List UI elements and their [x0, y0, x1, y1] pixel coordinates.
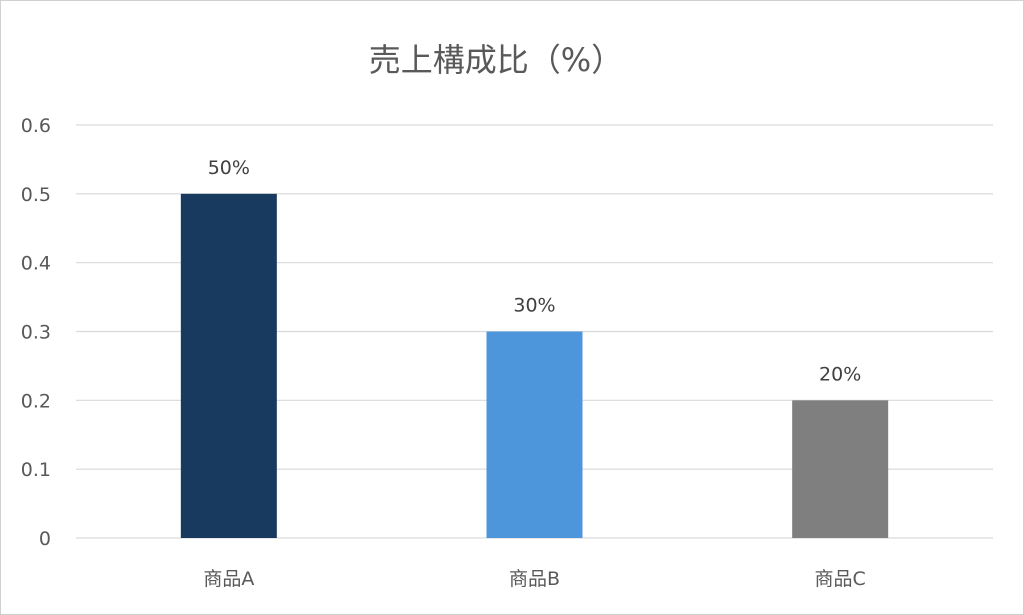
y-tick-label: 0 — [39, 528, 51, 550]
y-tick-label: 0.6 — [21, 115, 51, 137]
y-tick-label: 0.1 — [21, 459, 51, 481]
x-category-label: 商品C — [815, 568, 866, 590]
x-axis-categories: 商品A 商品B 商品C — [203, 568, 865, 590]
bars — [180, 193, 889, 539]
x-category-label: 商品B — [509, 568, 560, 590]
y-tick-label: 0.5 — [21, 184, 51, 206]
y-tick-label: 0.2 — [21, 390, 51, 412]
data-labels: 50% 30% 20% — [208, 157, 862, 386]
bar — [792, 400, 889, 538]
x-category-label: 商品A — [203, 568, 254, 590]
data-label: 50% — [208, 157, 250, 179]
y-tick-label: 0.4 — [21, 253, 51, 275]
data-label: 20% — [819, 363, 861, 385]
chart-title: 売上構成比（%） — [369, 41, 623, 79]
data-label: 30% — [513, 295, 555, 317]
bar — [486, 331, 583, 538]
bar — [180, 193, 277, 539]
y-tick-label: 0.3 — [21, 322, 51, 344]
y-axis-ticks: 0 0.1 0.2 0.3 0.4 0.5 0.6 — [21, 115, 51, 550]
